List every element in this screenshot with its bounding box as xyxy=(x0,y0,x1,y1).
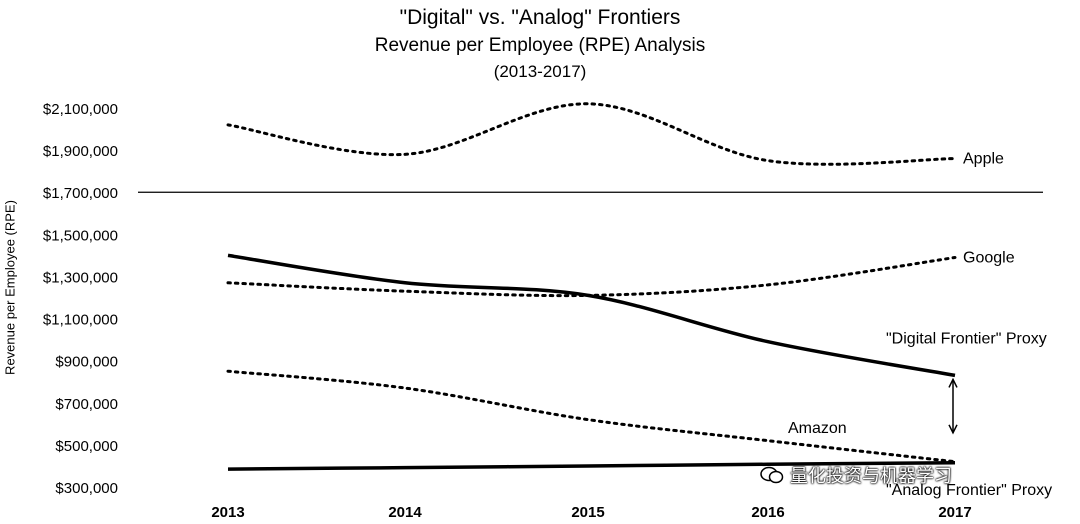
x-tick-label: 2015 xyxy=(571,504,604,521)
series-line xyxy=(227,253,956,378)
gap-arrow-head-top xyxy=(948,377,958,388)
y-tick-label: $500,000 xyxy=(55,438,118,455)
watermark: 量化投资与机器学习 xyxy=(760,462,952,488)
series-line xyxy=(227,461,956,471)
series-label: Amazon xyxy=(788,420,847,437)
series-line xyxy=(226,369,957,464)
chart-title: "Digital" vs. "Analog" Frontiers xyxy=(399,6,681,29)
series-label: Google xyxy=(963,249,1015,266)
x-tick-label: 2013 xyxy=(211,504,244,521)
series-label: Apple xyxy=(963,151,1004,168)
watermark-text: 量化投资与机器学习 xyxy=(790,466,952,486)
gap-arrow-head-bottom xyxy=(948,424,958,435)
y-tick-label: $700,000 xyxy=(55,396,118,413)
x-tick-label: 2014 xyxy=(388,504,422,521)
y-tick-label: $1,900,000 xyxy=(43,143,118,160)
y-tick-label: $1,700,000 xyxy=(43,185,118,202)
y-tick-label: $2,100,000 xyxy=(43,101,118,118)
x-tick-label: 2017 xyxy=(938,504,971,521)
wechat-icon xyxy=(760,466,784,484)
x-tick-label: 2016 xyxy=(751,504,784,521)
series-label: "Digital Frontier" Proxy xyxy=(886,330,1047,347)
y-tick-label: $1,500,000 xyxy=(43,227,118,244)
series-line xyxy=(226,255,957,298)
chart-date-range: (2013-2017) xyxy=(493,62,587,81)
series-line xyxy=(226,102,957,166)
y-tick-label: $1,100,000 xyxy=(43,312,118,329)
chart-subtitle: Revenue per Employee (RPE) Analysis xyxy=(374,35,706,56)
y-tick-label: $1,300,000 xyxy=(43,269,118,286)
y-tick-label: $300,000 xyxy=(55,480,118,497)
series-label: "Analog Frontier" Proxy xyxy=(886,482,1052,499)
y-tick-label: $900,000 xyxy=(55,354,118,371)
